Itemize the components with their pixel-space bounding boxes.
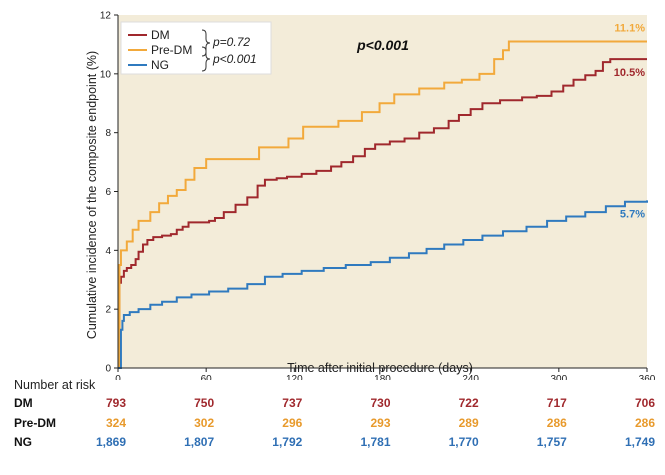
x-tick-label: 360	[639, 374, 656, 380]
risk-count: 302	[194, 416, 215, 430]
risk-count: 1,869	[95, 435, 126, 449]
series-line-ng	[118, 200, 648, 369]
risk-row-ng: NG 1,869 1,807 1,792 1,781 1,770 1,757 1,749	[0, 435, 665, 453]
risk-count: 737	[282, 396, 303, 410]
end-labels: 10.5% 11.1% 5.7%	[614, 22, 645, 220]
x-tick-label: 240	[462, 374, 479, 380]
end-label-dm: 10.5%	[614, 67, 645, 79]
end-label-ng: 5.7%	[620, 208, 645, 220]
p-value-annotation: p<0.001	[356, 37, 409, 53]
x-tick-label: 60	[201, 374, 213, 380]
risk-count: 293	[370, 416, 391, 430]
y-tick-label: 2	[105, 305, 111, 316]
risk-count: 289	[458, 416, 479, 430]
legend-brace-lower	[201, 46, 211, 72]
risk-row-predm: Pre-DM 324 302 296 293 289 286 286	[0, 416, 665, 434]
x-tick-label: 180	[374, 374, 391, 380]
risk-count: 324	[105, 416, 126, 430]
legend-label-predm: Pre-DM	[151, 43, 192, 57]
y-tick-label: 10	[100, 69, 112, 80]
risk-count: 730	[370, 396, 391, 410]
risk-row-label: DM	[14, 396, 33, 410]
series-line-dm	[118, 58, 647, 369]
end-label-predm: 11.1%	[614, 22, 645, 34]
risk-count: 1,757	[536, 435, 567, 449]
series-line-predm	[118, 40, 647, 369]
risk-row-label: NG	[14, 435, 32, 449]
x-axis-label: Time after initial procedure (days)	[287, 361, 473, 375]
y-axis-label: Cumulative incidence of the composite en…	[85, 51, 99, 339]
y-tick-label: 4	[105, 246, 111, 257]
risk-count: 296	[282, 416, 303, 430]
legend-pvalue-1: p=0.72	[212, 35, 250, 49]
risk-table-title: Number at risk	[14, 378, 96, 392]
series-group	[118, 40, 648, 369]
risk-row-dm: DM 793 750 737 730 722 717 706	[0, 396, 665, 414]
y-tick-label: 0	[105, 364, 111, 375]
risk-row-label: Pre-DM	[14, 416, 57, 430]
risk-table: Number at risk DM 793 750 737 730 722 717 706 Pr…	[0, 378, 665, 475]
y-tick-label: 8	[105, 128, 111, 139]
risk-count: 793	[105, 396, 126, 410]
y-tick-label: 6	[105, 187, 111, 198]
x-tick-label: 300	[550, 374, 567, 380]
legend-pvalue-2: p<0.001	[212, 52, 257, 66]
x-tick-label: 0	[115, 374, 121, 380]
risk-count: 706	[634, 396, 655, 410]
risk-count: 286	[634, 416, 655, 430]
risk-count: 722	[458, 396, 479, 410]
risk-count: 1,807	[184, 435, 215, 449]
risk-count: 1,781	[360, 435, 391, 449]
legend: DM Pre-DM NG p=0.72 p<0.001	[120, 21, 272, 75]
risk-count: 1,749	[624, 435, 655, 449]
legend-label-dm: DM	[151, 28, 170, 42]
risk-count: 286	[546, 416, 567, 430]
y-tick-label: 12	[100, 11, 112, 22]
x-tick-label: 120	[286, 374, 303, 380]
risk-count: 750	[194, 396, 215, 410]
risk-count: 717	[546, 396, 567, 410]
legend-label-ng: NG	[151, 58, 169, 72]
risk-count: 1,770	[448, 435, 479, 449]
risk-count: 1,792	[272, 435, 303, 449]
